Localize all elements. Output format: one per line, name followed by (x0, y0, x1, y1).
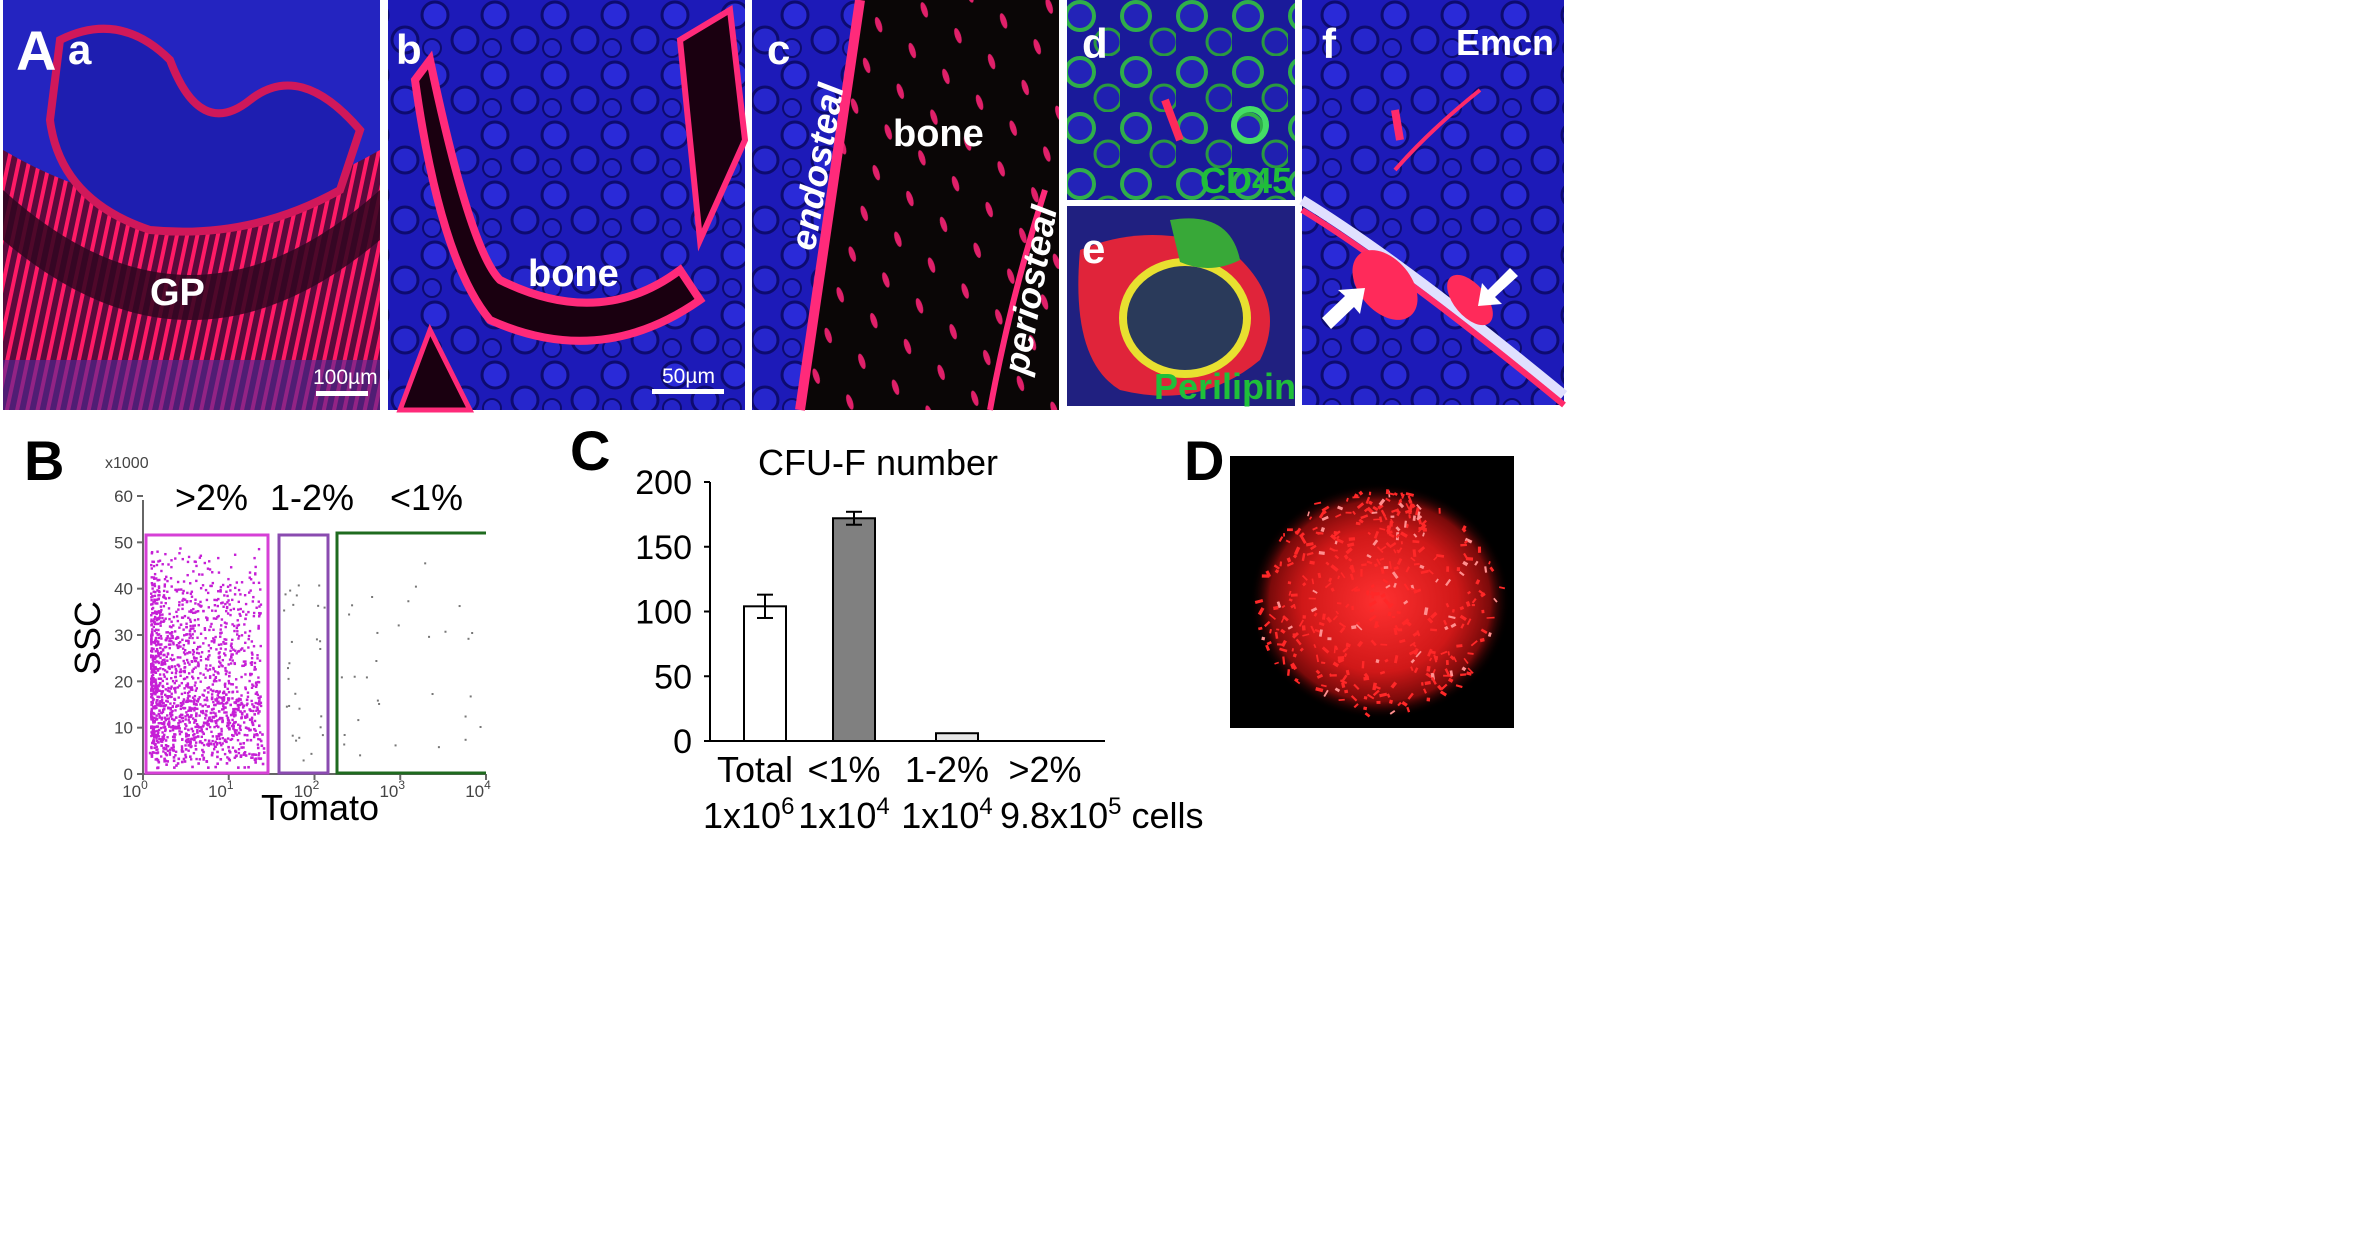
gate-label-low: <1% (390, 477, 463, 518)
scale-bar (316, 391, 368, 396)
colony-image (1230, 456, 1514, 728)
x-tick-label: 101 (208, 778, 234, 801)
cell-count-label: 1x104 (901, 793, 992, 836)
y-tick-label: 60 (114, 487, 133, 506)
arrow-icon (1478, 268, 1518, 306)
y-tick-label: 10 (114, 719, 133, 738)
label-gp: GP (150, 272, 205, 314)
y-tick-label: 100 (635, 594, 692, 632)
micrograph-d (1067, 0, 1295, 200)
sublabel-e: e (1082, 225, 1106, 272)
y-tick-label: 0 (124, 765, 133, 784)
micrograph-a (3, 0, 380, 410)
y-tick-label: 30 (114, 626, 133, 645)
marker-cd45: CD45 (1200, 160, 1293, 201)
panel-letter-b: B (24, 429, 65, 492)
sublabel-c: c (767, 26, 791, 73)
label-bone-c: bone (893, 113, 984, 155)
x-axis-label: Tomato (261, 787, 379, 828)
gate-low (335, 531, 486, 775)
arrow-icon (1322, 288, 1365, 329)
category-label: Total (717, 749, 793, 790)
cell-count-label: 9.8x105 cells (1000, 793, 1203, 836)
category-label: >2% (1008, 749, 1081, 790)
category-label: <1% (807, 749, 880, 790)
error-bar (846, 510, 862, 526)
cell-count-label: 1x106 (703, 793, 794, 836)
scatter-dots (148, 547, 482, 770)
sublabel-f: f (1322, 20, 1336, 67)
marker-emcn: Emcn (1456, 22, 1555, 63)
error-bar (757, 593, 773, 619)
gate-label-mid: 1-2% (270, 477, 354, 518)
panel-letter-d: D (1184, 429, 1225, 492)
bar (935, 732, 979, 743)
x-tick-label: 103 (379, 778, 405, 801)
gate-high (144, 533, 270, 775)
sublabel-d: d (1082, 20, 1108, 67)
plot-axes (142, 500, 486, 775)
y-tick-label: 50 (114, 533, 133, 552)
panel-letter-c: C (570, 419, 611, 482)
micrograph-f (1299, 0, 1568, 408)
chart-title: CFU-F number (758, 442, 998, 483)
cell-count-label: 1x104 (798, 793, 889, 836)
sublabel-b: b (396, 26, 422, 73)
scale-label-a: 100µm (313, 366, 378, 389)
y-tick-label: 0 (673, 723, 692, 761)
scale-bar (652, 389, 724, 394)
y-tick-label: 40 (114, 580, 133, 599)
y-tick-label: 200 (635, 464, 692, 502)
bar (743, 605, 787, 742)
x-tick-label: 104 (465, 778, 491, 801)
category-label: 1-2% (905, 749, 989, 790)
micrograph-e (1067, 206, 1295, 406)
gate-mid (277, 533, 330, 775)
y-tick-label: 20 (114, 672, 133, 691)
gate-label-high: >2% (175, 477, 248, 518)
label-bone-b: bone (528, 253, 619, 295)
x-tick-label: 100 (122, 778, 148, 801)
micrograph-b (388, 0, 749, 413)
micrograph-c (752, 0, 1059, 411)
panel-letter-a: A (16, 19, 57, 82)
y-tick-label: 50 (654, 658, 692, 696)
sublabel-a: a (68, 26, 92, 73)
marker-perilipin: Perilipin (1154, 366, 1297, 407)
y-tick-label: 150 (635, 529, 692, 567)
y-axis-label: SSC (67, 601, 108, 675)
x-multiplier: x1000 (105, 455, 149, 472)
panel-a-images (3, 0, 1568, 413)
bar (832, 517, 876, 743)
scale-label-b: 50µm (662, 365, 715, 388)
